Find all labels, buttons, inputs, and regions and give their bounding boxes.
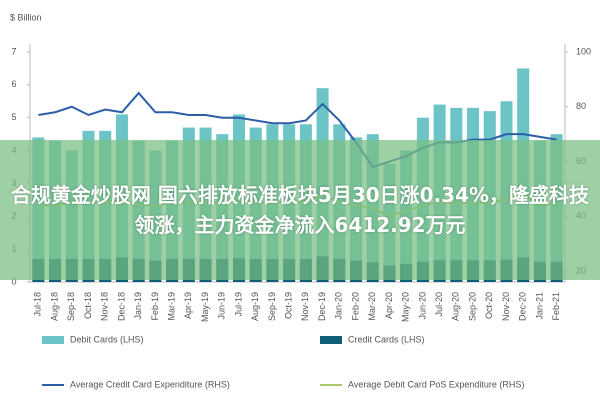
x-tick-label: Jun-19 (217, 292, 227, 320)
y-tick-label: 0 (11, 276, 16, 286)
x-tick-label: Sep-18 (66, 292, 76, 321)
x-tick-label: Feb-21 (551, 292, 561, 321)
x-tick-label: Sep-19 (267, 292, 277, 321)
legend-swatch (320, 336, 342, 344)
y2-tick-label: 100 (576, 46, 591, 56)
legend-label: Average Credit Card Expenditure (RHS) (70, 379, 230, 389)
x-tick-label: Jul-18 (33, 292, 43, 317)
x-tick-label: Jun-20 (417, 292, 427, 320)
y-tick-label: 6 (11, 79, 16, 89)
x-tick-label: Feb-19 (150, 292, 160, 321)
legend-swatch (42, 336, 64, 344)
legend-label: Debit Cards (LHS) (70, 334, 144, 344)
x-tick-label: Dec-19 (317, 292, 327, 321)
overlay-banner: 合规黄金炒股网 国六排放标准板块5月30日涨0.34%，隆盛科技领涨，主力资金净… (0, 140, 600, 280)
x-tick-label: Jul-20 (434, 292, 444, 317)
x-tick-label: Aug-20 (451, 292, 461, 321)
x-tick-label: May-19 (200, 292, 210, 322)
y-tick-label: 5 (11, 112, 16, 122)
x-tick-label: Nov-20 (501, 292, 511, 321)
x-tick-label: Nov-18 (100, 292, 110, 321)
y-axis-label: $ Billion (10, 12, 42, 22)
x-tick-label: Aug-19 (250, 292, 260, 321)
x-tick-label: May-20 (401, 292, 411, 322)
x-tick-label: Mar-19 (166, 292, 176, 321)
x-tick-label: Apr-20 (384, 292, 394, 319)
x-tick-label: Jan-19 (133, 292, 143, 320)
x-tick-label: Oct-20 (484, 292, 494, 319)
x-tick-label: Jul-19 (233, 292, 243, 317)
y2-tick-label: 80 (576, 101, 586, 111)
y-tick-label: 7 (11, 46, 16, 56)
x-tick-label: Jan-20 (334, 292, 344, 320)
legend-label: Credit Cards (LHS) (348, 334, 425, 344)
x-tick-label: Oct-18 (83, 292, 93, 319)
legend-label: Average Debit Card PoS Expenditure (RHS) (348, 379, 524, 389)
x-tick-label: Dec-18 (116, 292, 126, 321)
x-tick-label: Dec-20 (518, 292, 528, 321)
x-tick-label: Feb-20 (350, 292, 360, 321)
x-tick-label: Sep-20 (467, 292, 477, 321)
x-tick-label: Oct-19 (284, 292, 294, 319)
x-tick-label: Aug-18 (49, 292, 59, 321)
overlay-text: 合规黄金炒股网 国六排放标准板块5月30日涨0.34%，隆盛科技领涨，主力资金净… (10, 183, 590, 237)
x-tick-label: Jan-21 (534, 292, 544, 320)
x-tick-label: Nov-19 (300, 292, 310, 321)
x-tick-label: Apr-19 (183, 292, 193, 319)
x-tick-label: Mar-20 (367, 292, 377, 321)
